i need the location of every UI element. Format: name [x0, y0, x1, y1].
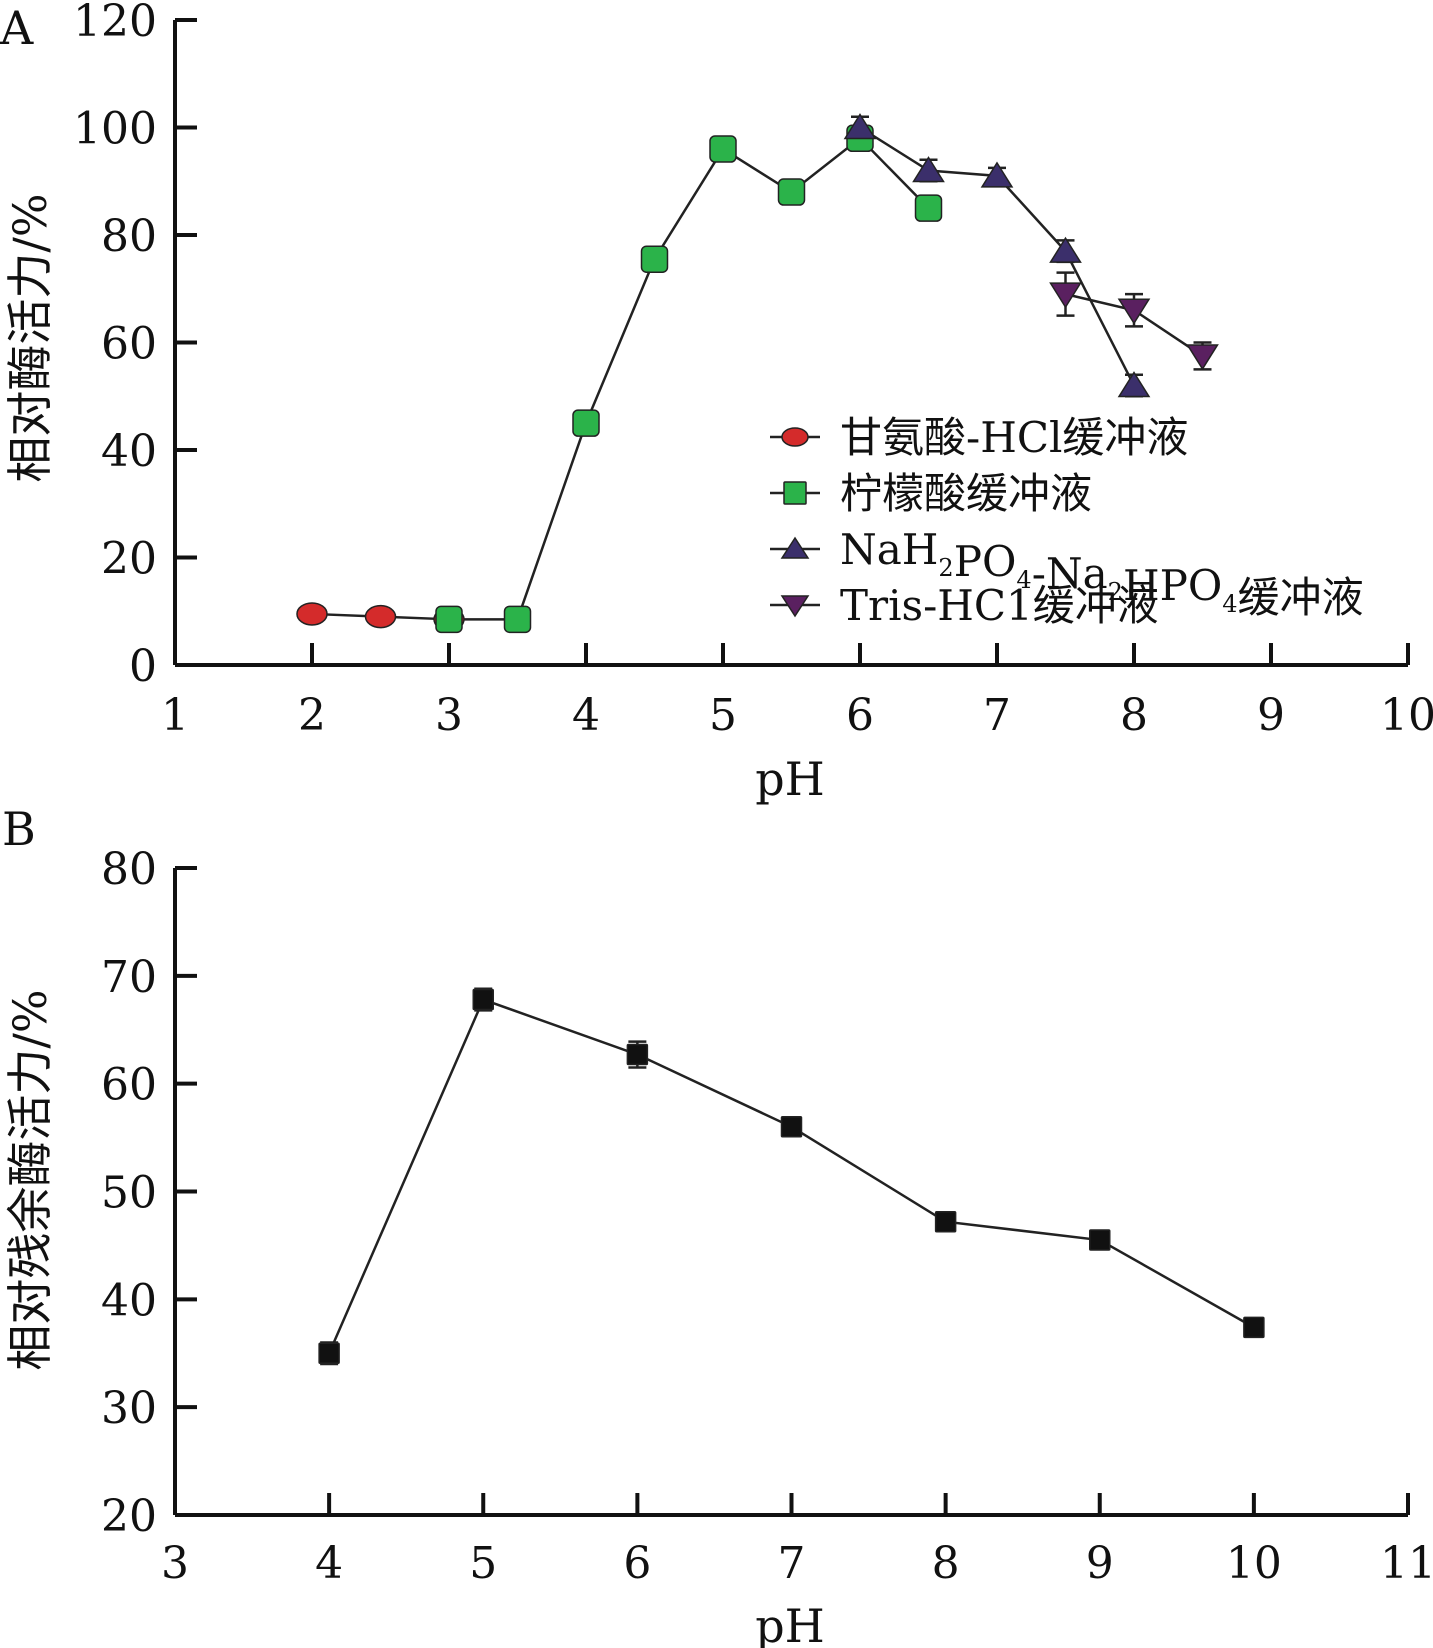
data-point	[572, 409, 600, 437]
panel-label-a: A	[0, 1, 34, 55]
y-tick-label: 40	[101, 426, 157, 477]
x-tick-label: 1	[161, 690, 189, 741]
data-point	[1089, 1229, 1111, 1251]
x-tick-label: 3	[161, 1538, 189, 1589]
data-point	[318, 1342, 340, 1364]
x-tick-label: 10	[1380, 690, 1433, 741]
y-tick-label: 60	[101, 319, 157, 370]
legend-label: 甘氨酸-HCl缓冲液	[840, 413, 1188, 462]
x-tick-label: 6	[623, 1538, 651, 1589]
y-tick-label: 30	[101, 1383, 157, 1434]
data-point	[1117, 371, 1151, 398]
data-point	[296, 602, 328, 626]
data-point	[914, 194, 943, 222]
y-tick-label: 120	[73, 0, 157, 47]
y-axis-title-b: 相对残余酶活力/%	[3, 989, 57, 1370]
y-tick-label: 60	[101, 1060, 157, 1111]
data-point	[1186, 344, 1219, 371]
x-tick-label: 9	[1086, 1538, 1114, 1589]
legend-label: 柠檬酸缓冲液	[840, 469, 1092, 518]
legend-item: NaH2PO4-Na2HPO4缓冲液	[770, 525, 1364, 622]
chart-panel-b: B 20 30 40 50 60 70 80 3 4 5 6 7 8 9 10 11 pH 相对残余酶活力/%	[2, 802, 1433, 1648]
data-points-a	[296, 113, 1219, 634]
data-point	[503, 605, 532, 634]
legend-item: 柠檬酸缓冲液	[770, 469, 1092, 518]
x-tick-label: 9	[1257, 690, 1285, 741]
data-point	[980, 161, 1014, 188]
y-tick-label: 50	[101, 1168, 157, 1219]
chart-panel-a: A 0 20 40 60 80 100 120 1 2 3 4 5 6 7 8 9 10 甘氨酸-HCl缓冲液柠…	[0, 0, 1433, 806]
series-line	[327, 997, 1255, 1354]
data-point	[912, 156, 945, 183]
y-tick-label: 0	[129, 641, 157, 692]
x-tick-label: 11	[1380, 1538, 1433, 1589]
y-tick-label: 100	[73, 104, 157, 155]
data-point	[709, 135, 737, 163]
data-point	[1243, 1316, 1265, 1339]
data-point	[640, 245, 669, 273]
axes-b: 20 30 40 50 60 70 80 3 4 5 6 7 8 9 10 11	[101, 844, 1433, 1589]
panel-label-b: B	[2, 802, 36, 856]
data-points-b	[318, 988, 1265, 1364]
x-axis-title-b: pH	[755, 1599, 825, 1648]
data-point	[780, 536, 810, 559]
x-axis-title-a: pH	[755, 752, 825, 806]
axes-a: 0 20 40 60 80 100 120 1 2 3 4 5 6 7 8 9 10	[73, 0, 1433, 741]
x-tick-label: 10	[1226, 1538, 1282, 1589]
data-point	[777, 178, 806, 206]
data-point	[1049, 236, 1082, 263]
x-tick-label: 8	[932, 1538, 960, 1589]
y-tick-label: 20	[101, 1491, 157, 1542]
data-point	[781, 427, 809, 447]
data-point	[780, 595, 810, 618]
error-bars-b	[320, 987, 1263, 1366]
data-point	[934, 1210, 957, 1233]
y-tick-label: 40	[101, 1275, 157, 1326]
data-point	[364, 604, 397, 629]
x-tick-label: 5	[469, 1538, 497, 1589]
legend-label: Tris-HC1缓冲液	[840, 581, 1159, 630]
x-tick-label: 7	[983, 690, 1011, 741]
data-point	[626, 1043, 649, 1066]
y-axis-title-a: 相对酶活力/%	[3, 193, 57, 482]
x-tick-label: 2	[298, 690, 326, 741]
x-tick-label: 4	[572, 690, 600, 741]
series-lines-a	[311, 126, 1204, 621]
data-point	[780, 1116, 803, 1138]
legend-item: 甘氨酸-HCl缓冲液	[770, 413, 1188, 462]
x-tick-label: 5	[709, 690, 737, 741]
x-tick-label: 3	[435, 690, 463, 741]
data-point	[783, 481, 807, 505]
data-point	[435, 605, 463, 634]
data-point	[1049, 282, 1082, 309]
x-tick-label: 6	[846, 690, 874, 741]
y-tick-label: 80	[101, 844, 157, 895]
data-point	[472, 988, 494, 1011]
x-tick-label: 4	[315, 1538, 343, 1589]
legend-label: NaH2PO4-Na2HPO4缓冲液	[840, 525, 1364, 622]
y-tick-label: 70	[101, 952, 157, 1003]
data-point	[1117, 298, 1151, 325]
y-tick-label: 80	[101, 211, 157, 262]
series-lines-b	[327, 997, 1255, 1354]
legend-item: Tris-HC1缓冲液	[770, 581, 1159, 630]
x-tick-label: 8	[1120, 690, 1148, 741]
y-tick-label: 20	[101, 534, 157, 585]
x-tick-label: 7	[778, 1538, 806, 1589]
data-point	[843, 113, 877, 140]
